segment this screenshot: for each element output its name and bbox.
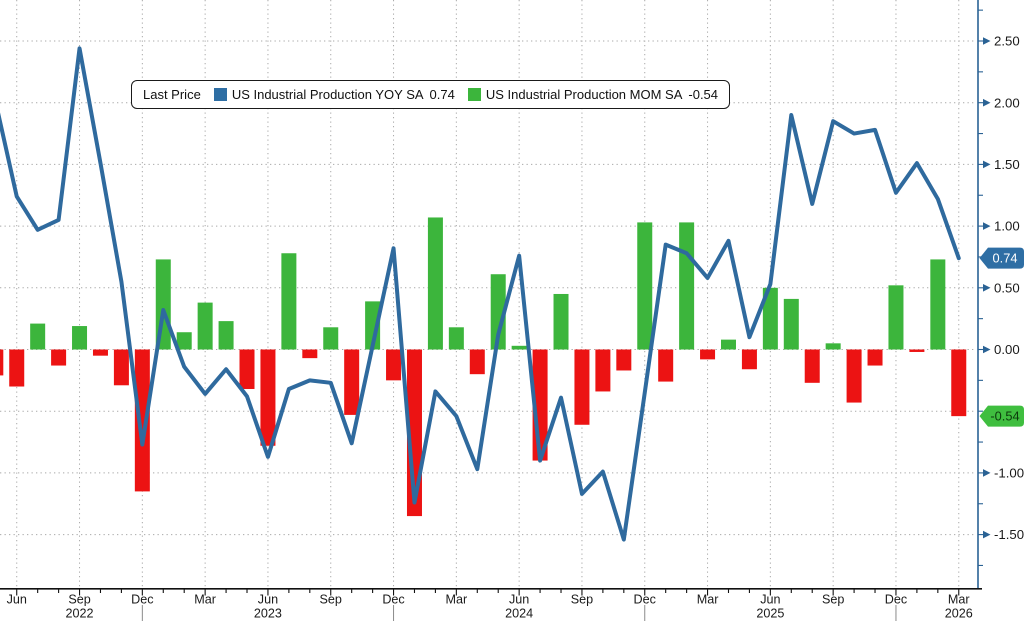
- mom-bar-positive: [720, 339, 736, 350]
- x-axis-month-label: Dec: [634, 593, 656, 607]
- mom-bar-positive: [448, 327, 464, 350]
- mom-bar-negative: [595, 349, 611, 392]
- mom-bar-negative: [260, 349, 276, 446]
- right-axis-tick-arrow-icon: [983, 469, 991, 477]
- mom-bar-negative: [239, 349, 255, 389]
- mom-bar-positive: [553, 293, 569, 350]
- x-axis-month-label: Dec: [382, 593, 404, 607]
- mom-bar-negative: [302, 349, 318, 359]
- x-axis-month-label: Mar: [194, 593, 216, 607]
- x-axis-month-label: Jun: [258, 593, 278, 607]
- mom-bar-negative: [386, 349, 402, 381]
- x-axis-year-label: 2026: [945, 607, 973, 621]
- mom-bar-negative: [700, 349, 716, 360]
- mom-bar-positive: [30, 323, 46, 350]
- mom-bar-negative: [616, 349, 632, 371]
- x-axis-month-label: Sep: [68, 593, 90, 607]
- mom-bar-positive: [762, 287, 778, 350]
- yoy-last-price-badge: [979, 247, 1024, 269]
- right-axis-tick-arrow-icon: [983, 160, 991, 169]
- x-axis-month-label: Dec: [131, 593, 153, 607]
- x-axis-month-label: Mar: [697, 593, 719, 607]
- mom-bar-positive: [637, 222, 653, 350]
- x-axis-month-label: Sep: [320, 593, 342, 607]
- mom-bar-negative: [0, 349, 4, 376]
- mom-bar-positive: [427, 217, 443, 350]
- mom-bars: [0, 217, 967, 517]
- mom-bar-negative: [134, 349, 150, 492]
- x-axis-month-label: Jun: [760, 593, 780, 607]
- mom-bar-negative: [741, 349, 757, 370]
- y-axis-label: -1.50: [994, 527, 1024, 542]
- mom-bar-positive: [511, 345, 527, 350]
- mom-bar-negative: [9, 349, 25, 387]
- mom-bar-negative: [846, 349, 862, 403]
- mom-bar-positive: [323, 327, 339, 350]
- mom-bar-positive: [197, 302, 213, 350]
- mom-bar-negative: [344, 349, 360, 415]
- y-axis-label: 1.50: [994, 157, 1020, 172]
- x-axis-month-label: Sep: [822, 593, 844, 607]
- x-axis-month-label: Dec: [885, 593, 907, 607]
- x-axis-year-label: 2022: [66, 607, 94, 621]
- right-axis-tick-arrow-icon: [983, 284, 991, 292]
- x-axis-month-label: Sep: [571, 593, 593, 607]
- mom-bar-positive: [679, 222, 695, 350]
- legend-title: Last Price: [143, 87, 201, 102]
- mom-bar-negative: [113, 349, 129, 386]
- yoy-series-swatch-icon: [213, 88, 227, 101]
- mom-bar-positive: [72, 326, 88, 350]
- right-axis-tick-arrow-icon: [983, 222, 991, 230]
- legend-value-mom: -0.54: [688, 87, 719, 102]
- right-axis-tick-arrow-icon: [983, 98, 991, 107]
- right-axis-tick-arrow-icon: [983, 345, 991, 354]
- y-axis-label: 1.00: [994, 219, 1020, 234]
- mom-bar-negative: [469, 349, 485, 375]
- mom-bar-negative: [51, 349, 67, 366]
- y-axis-label: 0.50: [994, 280, 1020, 295]
- yoy-line-group: [0, 46, 961, 542]
- chart-legend: Last Price US Industrial Production YOY …: [131, 80, 731, 109]
- mom-bar-positive: [490, 274, 506, 350]
- legend-item-yoy: US Industrial Production YOY SA 0.74: [213, 87, 455, 102]
- right-axis-tick-arrow-icon: [983, 530, 991, 539]
- y-axis-label: 0.00: [994, 342, 1020, 357]
- mom-bar-negative: [867, 349, 883, 366]
- legend-label-mom: US Industrial Production MOM SA: [485, 87, 683, 102]
- last-price-badge-value: 0.74: [993, 251, 1018, 266]
- mom-bar-positive: [783, 298, 799, 350]
- legend-item-mom: US Industrial Production MOM SA -0.54: [467, 87, 719, 102]
- mom-bar-negative: [909, 349, 925, 352]
- right-axis-tick-arrow-icon: [983, 37, 991, 45]
- yoy-line: [0, 46, 961, 542]
- mom-bar-negative: [804, 349, 820, 383]
- x-axis-year-label: 2023: [254, 607, 282, 621]
- x-axis-month-label: Jun: [509, 593, 529, 607]
- mom-bar-negative: [92, 349, 108, 356]
- y-axis-label: -1.00: [994, 466, 1024, 481]
- legend-value-yoy: 0.74: [429, 87, 455, 102]
- mom-series-swatch-icon: [467, 88, 481, 101]
- mom-bar-positive: [825, 343, 841, 350]
- x-axis-year-label: 2025: [756, 607, 784, 621]
- mom-bar-negative: [951, 349, 967, 417]
- last-price-badge-value: -0.54: [990, 409, 1019, 424]
- mom-bar-negative: [658, 349, 674, 382]
- mom-bar-positive: [888, 285, 904, 350]
- x-axis-month-label: Mar: [445, 593, 467, 607]
- mom-bar-positive: [176, 332, 192, 350]
- x-axis-year-label: 2024: [505, 607, 533, 621]
- mom-bar-positive: [281, 253, 297, 350]
- mom-bar-positive: [930, 259, 946, 350]
- x-axis-month-label: Mar: [948, 593, 970, 607]
- mom-bar-negative: [574, 349, 590, 425]
- mom-last-price-badge: [979, 405, 1024, 427]
- mom-bar-positive: [218, 321, 234, 350]
- legend-label-yoy: US Industrial Production YOY SA: [231, 87, 424, 102]
- y-axis-label: 2.50: [994, 34, 1020, 49]
- y-axis-label: 2.00: [994, 95, 1020, 110]
- x-axis-month-label: Jun: [7, 593, 27, 607]
